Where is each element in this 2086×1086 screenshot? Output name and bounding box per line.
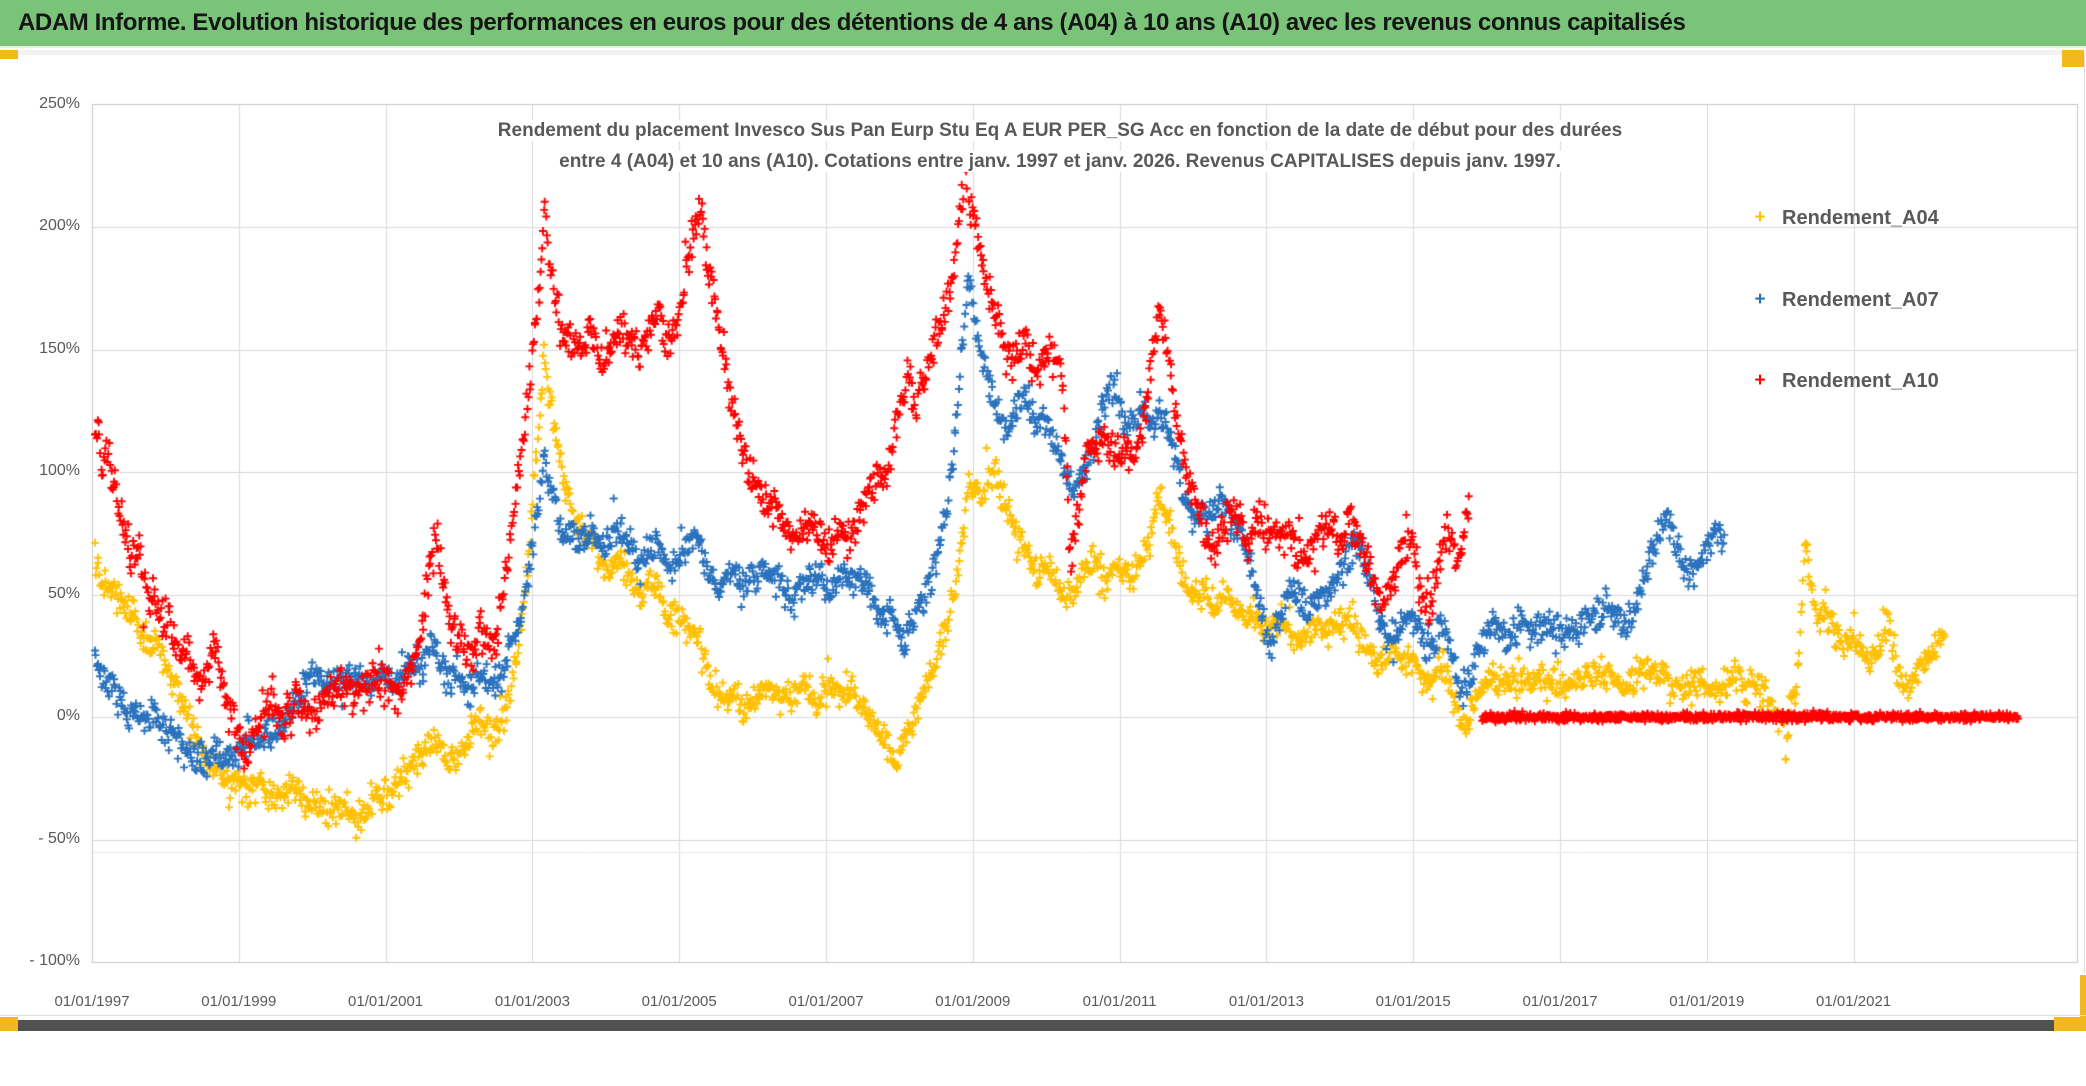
x-axis-tick-label: 01/01/2005 [641, 993, 717, 1010]
header-divider [0, 50, 2086, 55]
x-axis-tick-label: 01/01/2003 [494, 993, 570, 1010]
legend-label-a07: Rendement_A07 [1782, 288, 1939, 311]
legend-label-a10: Rendement_A10 [1782, 369, 1939, 392]
chart-title-line1: Rendement du placement Invesco Sus Pan E… [487, 120, 1633, 141]
y-axis-tick-label: 0% [56, 707, 80, 724]
plus-marker-a10-icon: + [1754, 370, 1766, 391]
chart-object[interactable]: Rendement du placement Invesco Sus Pan E… [0, 55, 2086, 1086]
y-axis-tick-label: 100% [39, 462, 80, 479]
y-axis-tick-label: 200% [39, 217, 80, 234]
chart-title: Rendement du placement Invesco Sus Pan E… [142, 115, 1978, 177]
x-axis-tick-label: 01/01/2011 [1082, 993, 1157, 1010]
x-axis-tick-label: 01/01/2009 [935, 993, 1011, 1010]
y-axis-tick-label: 250% [39, 94, 80, 112]
y-axis-tick-label: - 50% [38, 829, 80, 847]
report-title: ADAM Informe. Evolution historique des p… [18, 9, 1686, 36]
sheet-right-border [2084, 55, 2085, 973]
x-axis-tick-label: 01/01/2015 [1375, 993, 1451, 1010]
x-axis-tick-label: 01/01/2013 [1228, 993, 1304, 1010]
orange-edge-bottom-right [2080, 975, 2086, 1020]
x-axis-tick-label: 01/01/2019 [1669, 993, 1745, 1010]
x-axis-tick-label: 01/01/1999 [201, 993, 277, 1010]
chart-title-line2: entre 4 (A04) et 10 ans (A10). Cotations… [549, 151, 1571, 172]
legend-item-a07[interactable]: + Rendement_A07 [1750, 287, 1939, 313]
y-axis-tick-label: - 100% [29, 952, 80, 969]
legend-item-a04[interactable]: + Rendement_A04 [1750, 205, 1939, 231]
report-title-bar: ADAM Informe. Evolution historique des p… [0, 0, 2086, 48]
bottom-scroll-bar[interactable] [18, 1020, 2054, 1031]
x-axis-tick-label: 01/01/1997 [54, 993, 130, 1010]
y-axis-tick-label: 150% [39, 339, 80, 357]
y-axis-tick-label: 50% [47, 584, 80, 602]
legend-item-a10[interactable]: + Rendement_A10 [1750, 368, 1939, 394]
x-axis-tick-label: 01/01/2001 [348, 993, 424, 1010]
x-axis-tick-label: 01/01/2017 [1522, 993, 1598, 1010]
orange-corner-bottom-left [0, 1017, 18, 1031]
orange-corner-bottom-right [2054, 1017, 2086, 1031]
plus-marker-a07-icon: + [1754, 289, 1766, 310]
x-axis-tick-label: 01/01/2007 [788, 993, 864, 1010]
plus-marker-a04-icon: + [1754, 207, 1766, 228]
legend-label-a04: Rendement_A04 [1782, 206, 1939, 229]
bottom-divider [0, 1015, 2086, 1016]
scatter-plot-canvas[interactable] [0, 55, 2086, 1086]
x-axis-tick-label: 01/01/2021 [1816, 993, 1892, 1010]
orange-corner-top-left [0, 50, 18, 59]
